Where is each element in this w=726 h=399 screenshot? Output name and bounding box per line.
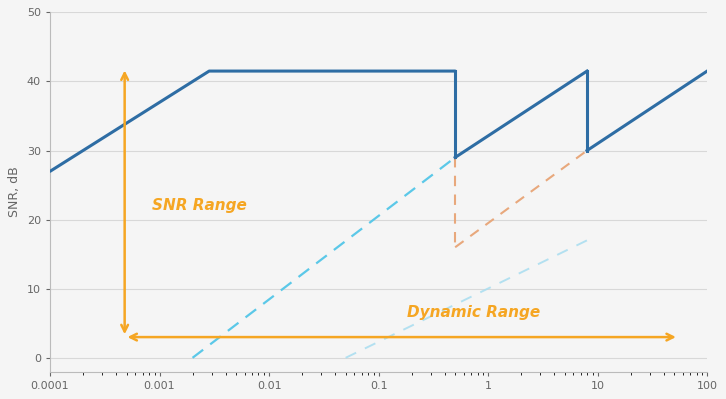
- Text: Dynamic Range: Dynamic Range: [407, 305, 540, 320]
- Text: SNR Range: SNR Range: [152, 198, 247, 213]
- Y-axis label: SNR, dB: SNR, dB: [8, 167, 21, 217]
